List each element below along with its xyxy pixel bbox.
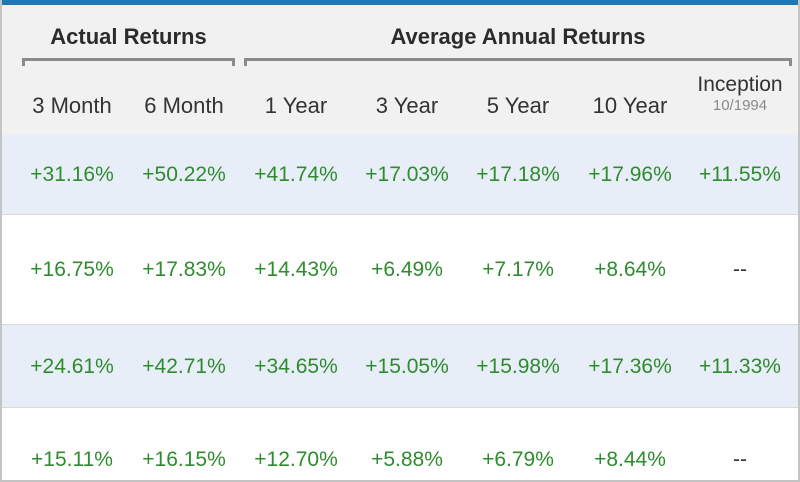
table-cell: -- [733,448,747,471]
column-header-inception: Inception 10/1994 [685,73,795,115]
table-cell: +15.11% [31,448,113,471]
table-cell: +42.71% [142,354,226,378]
table-cell: +14.43% [254,258,338,281]
table-cell: +17.18% [476,163,560,186]
table-cell: +5.88% [371,448,443,471]
inception-label: Inception [697,73,783,96]
table-cell: +15.05% [365,354,449,378]
table-cell: +31.16% [30,163,114,186]
table-cell: +16.15% [142,448,226,471]
table-header: Actual Returns Average Annual Returns 3 … [2,5,798,136]
table-cell: +16.75% [30,258,114,281]
table-cell: +6.79% [482,448,554,471]
table-cell: +12.70% [254,448,338,471]
table-cell: +15.98% [476,354,560,378]
bracket-average-annual-returns [244,58,792,66]
table-cell: +8.44% [594,448,666,471]
column-header-5-year: 5 Year [486,93,550,118]
inception-date: 10/1994 [712,97,768,114]
table-cell: -- [733,258,747,281]
table-cell: +41.74% [254,163,338,186]
table-cell: +17.03% [365,163,449,186]
table-row: +31.16% +50.22% +41.74% +17.03% +17.18% +17.9… [2,135,798,215]
table-row: +15.11% +16.15% +12.70% +5.88% +6.79% +8.44% -… [2,408,798,480]
column-header-3-year: 3 Year [375,93,439,118]
table-cell: +7.17% [482,258,554,281]
column-header-6-month: 6 Month [144,93,224,118]
table-cell: +17.36% [588,354,672,378]
table-cell: +17.83% [142,258,226,281]
table-cell: +24.61% [30,354,114,378]
table-cell: +17.96% [588,163,672,186]
table-cell: +11.55% [699,163,781,186]
group-title-average-annual-returns: Average Annual Returns [390,24,646,49]
table-cell: +8.64% [594,258,666,281]
table-cell: +34.65% [254,354,338,378]
column-header-3-month: 3 Month [32,93,112,118]
bracket-actual-returns [22,58,235,66]
table-cell: +50.22% [142,163,226,186]
table-cell: +11.33% [699,354,781,378]
table-row: +24.61% +42.71% +34.65% +15.05% +15.98% +17.3… [2,325,798,408]
group-title-actual-returns: Actual Returns [50,24,207,49]
top-accent-bar [2,0,798,5]
column-header-10-year: 10 Year [592,93,668,118]
table-cell: +6.49% [371,258,443,281]
table-row: +16.75% +17.83% +14.43% +6.49% +7.17% +8.64% -… [2,215,798,325]
column-header-1-year: 1 Year [264,93,328,118]
